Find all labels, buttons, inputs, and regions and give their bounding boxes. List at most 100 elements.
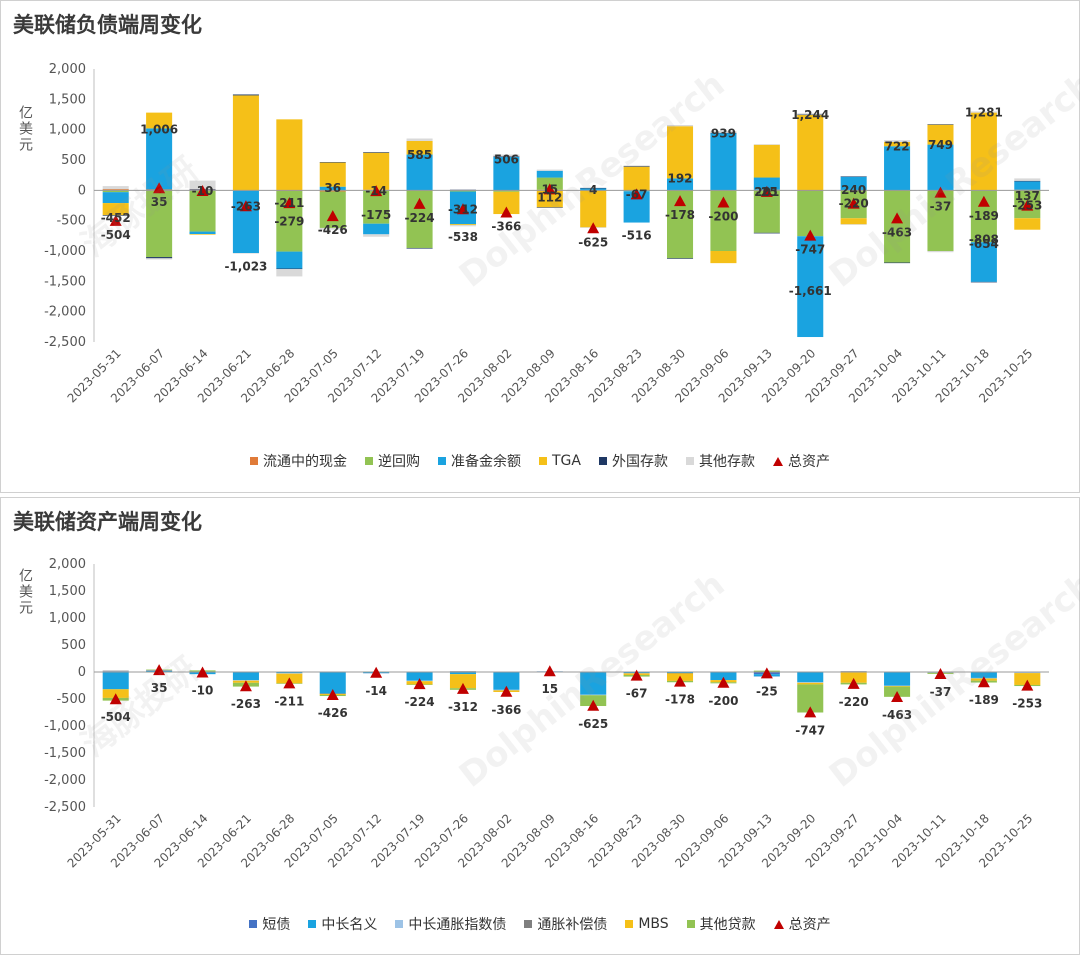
assets-legend-swatch	[524, 920, 533, 928]
liabilities-bar	[276, 268, 303, 270]
liabilities-bar	[1014, 218, 1041, 230]
liabilities-data-label: -312	[448, 202, 478, 216]
liabilities-bar	[753, 144, 780, 178]
assets-total-marker	[153, 664, 166, 676]
liabilities-legend-item: 其他存款	[685, 451, 755, 471]
liabilities-y-tick-label: 0	[78, 183, 86, 198]
assets-total-marker	[283, 677, 296, 689]
assets-bar	[970, 672, 997, 678]
liabilities-bar	[840, 224, 867, 225]
liabilities-bar	[927, 124, 954, 145]
liabilities-bar	[753, 144, 780, 145]
assets-bar	[840, 672, 867, 683]
assets-data-label: -463	[882, 708, 912, 722]
assets-data-label: -366	[491, 703, 521, 717]
liabilities-bar	[406, 138, 433, 141]
assets-bar	[102, 672, 129, 690]
assets-chart: 2,000 1,500 1,000 500 0 -500 -1,000 -1,500 -2,00…	[44, 557, 1049, 870]
liabilities-legend-swatch	[598, 457, 607, 465]
liabilities-data-label: -538	[448, 230, 478, 244]
assets-total-marker	[1021, 679, 1034, 691]
liabilities-bar	[363, 234, 390, 237]
liabilities-total-marker	[413, 197, 426, 209]
assets-y-tick-label: -500	[56, 692, 86, 707]
assets-bar	[276, 673, 303, 674]
assets-total-marker	[196, 666, 209, 678]
liabilities-chart: 2,000 1,500 1,000 500 0 -500 -1,000 -1,500 -2,00…	[44, 62, 1049, 405]
liabilities-bar	[276, 269, 303, 277]
assets-chart-panel: 美联储资产端周变化 亿美元 2,000 1,500 1,000 500 0 -500 -1,…	[0, 497, 1080, 955]
liabilities-y-unit: 亿美元	[17, 105, 33, 153]
liabilities-bar	[102, 192, 129, 204]
liabilities-total-marker	[891, 212, 904, 224]
liabilities-total-marker	[543, 183, 556, 195]
liabilities-total-marker	[239, 200, 252, 212]
liabilities-data-label: -10	[192, 184, 214, 198]
liabilities-legend: 流通中的现金 逆回购 准备金余额 TGA 外国存款 其他存款 总资产	[1, 451, 1079, 471]
liabilities-bar	[493, 191, 520, 215]
assets-total-marker	[326, 689, 339, 701]
liabilities-bar	[884, 262, 911, 264]
liabilities-data-label: 939	[711, 126, 736, 140]
assets-bar	[797, 682, 824, 685]
liabilities-bar	[927, 144, 954, 191]
liabilities-bar	[710, 251, 737, 264]
liabilities-bar	[623, 166, 650, 191]
assets-total-marker	[934, 667, 947, 679]
liabilities-total-marker	[977, 195, 990, 207]
assets-total-marker	[413, 678, 426, 690]
assets-legend-item: 总资产	[773, 914, 831, 934]
liabilities-bar	[667, 178, 694, 191]
liabilities-total-marker	[456, 203, 469, 215]
assets-bar	[276, 672, 303, 674]
liabilities-data-label: -625	[578, 235, 608, 249]
liabilities-bar	[623, 166, 650, 167]
assets-legend-item: MBS	[625, 914, 669, 934]
liabilities-bar	[536, 207, 563, 208]
liabilities-bar	[927, 124, 954, 125]
liabilities-bar	[363, 152, 390, 190]
liabilities-data-label: 722	[885, 140, 910, 154]
liabilities-bar	[232, 94, 259, 96]
liabilities-bar	[797, 236, 824, 338]
liabilities-data-label: -808	[969, 232, 999, 246]
liabilities-data-label: -426	[318, 223, 348, 237]
liabilities-data-label: 192	[667, 172, 692, 186]
liabilities-bar	[406, 140, 433, 155]
assets-y-unit: 亿美元	[17, 568, 33, 616]
assets-bar	[884, 672, 911, 686]
liabilities-data-label: 15	[541, 182, 558, 196]
assets-bar	[449, 674, 476, 689]
assets-data-label: -220	[839, 695, 869, 709]
assets-legend-label: 其他贷款	[699, 917, 756, 933]
assets-data-label: -625	[578, 717, 608, 731]
liabilities-bar	[797, 114, 824, 191]
liabilities-bar	[493, 156, 520, 191]
liabilities-data-label: -200	[708, 209, 738, 223]
liabilities-legend-item: 外国存款	[598, 451, 668, 471]
liabilities-bar	[840, 176, 867, 177]
liabilities-data-label: -189	[969, 209, 999, 223]
liabilities-data-label: 4	[589, 183, 597, 197]
assets-total-marker	[760, 667, 773, 679]
liabilities-data-label: -263	[231, 199, 261, 213]
liabilities-bar	[797, 113, 824, 115]
liabilities-data-label: -1,023	[224, 259, 267, 273]
assets-total-marker	[500, 685, 513, 697]
assets-total-marker	[717, 676, 730, 688]
assets-data-label: -312	[448, 700, 478, 714]
assets-bar	[1014, 673, 1041, 685]
liabilities-legend-triangle-icon	[772, 456, 783, 466]
liabilities-bar	[970, 281, 997, 283]
assets-legend-label: 中长通胀指数债	[408, 917, 507, 933]
liabilities-data-label: 201	[754, 185, 779, 199]
liabilities-bar	[493, 190, 520, 192]
assets-y-tick-label: 0	[78, 665, 86, 680]
liabilities-legend-swatch	[539, 457, 547, 465]
liabilities-data-label: 35	[151, 195, 168, 209]
liabilities-y-tick-label: -1,500	[44, 274, 86, 289]
liabilities-total-marker	[760, 185, 773, 197]
liabilities-bar	[146, 128, 173, 190]
assets-y-tick-label: -2,500	[44, 800, 86, 815]
assets-data-label: -25	[756, 684, 778, 698]
